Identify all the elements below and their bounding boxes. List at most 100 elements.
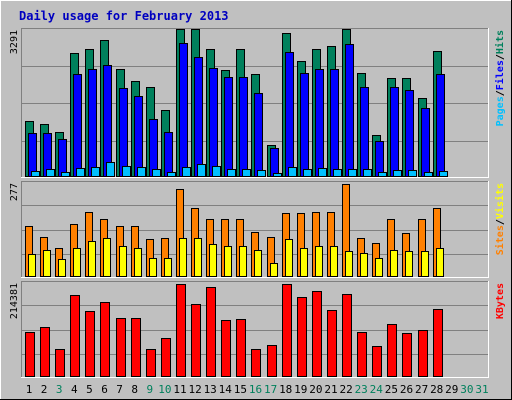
bar-visits-day-15 xyxy=(239,246,247,277)
legend-entry: Visits xyxy=(494,183,506,219)
x-tick-label: 23 xyxy=(355,383,368,396)
x-tick-label: 15 xyxy=(234,383,247,396)
bar-files-day-3 xyxy=(58,139,67,177)
bar-kbytes-day-15 xyxy=(236,319,246,377)
y-max-label: 214381 xyxy=(9,283,20,319)
bar-visits-day-2 xyxy=(43,250,51,277)
bar-files-day-25 xyxy=(390,87,399,177)
bar-pages-day-16 xyxy=(257,170,266,177)
bar-pages-day-14 xyxy=(227,169,236,177)
x-tick-label: 30 xyxy=(460,383,473,396)
bar-kbytes-day-25 xyxy=(387,324,397,377)
bar-visits-day-10 xyxy=(164,258,172,277)
legend-entry: Sites xyxy=(494,225,506,255)
bar-visits-day-6 xyxy=(103,238,111,277)
bar-visits-day-20 xyxy=(315,246,323,277)
bar-pages-day-19 xyxy=(303,169,312,177)
bar-pages-day-23 xyxy=(363,169,372,177)
bar-kbytes-day-10 xyxy=(161,338,171,377)
bar-visits-day-7 xyxy=(119,246,127,277)
bar-pages-day-24 xyxy=(378,172,387,177)
bar-pages-day-20 xyxy=(318,168,327,177)
bar-pages-day-12 xyxy=(197,164,206,177)
legend-visits-sites: Sites/Visits xyxy=(494,183,506,255)
bar-files-day-6 xyxy=(103,65,112,177)
bar-files-day-27 xyxy=(421,108,430,177)
bar-files-day-24 xyxy=(375,141,384,177)
bar-kbytes-day-8 xyxy=(131,318,141,377)
legend-entry: Pages xyxy=(495,96,506,126)
bar-pages-day-9 xyxy=(152,169,161,177)
bar-files-day-1 xyxy=(28,133,37,177)
legend-hits-files-pages: Pages/Files/Hits xyxy=(494,30,506,126)
x-tick-label: 24 xyxy=(370,383,384,396)
bar-files-day-22 xyxy=(345,44,354,177)
bar-visits-day-26 xyxy=(405,251,413,277)
chart-panels: 3291Pages/Files/Hits277Sites/Visits21438… xyxy=(9,28,506,378)
bar-pages-day-28 xyxy=(439,171,448,177)
x-tick-label: 18 xyxy=(279,383,292,396)
legend-entry: Files xyxy=(494,60,506,90)
bar-kbytes-day-14 xyxy=(221,320,231,377)
bar-files-day-13 xyxy=(209,68,218,177)
bar-visits-day-17 xyxy=(270,263,278,277)
bar-kbytes-day-13 xyxy=(206,287,216,377)
bar-files-day-17 xyxy=(270,148,279,177)
panel-kbytes: 214381 KBytes xyxy=(9,281,506,378)
x-tick-label: 27 xyxy=(415,383,428,396)
bar-files-day-20 xyxy=(315,69,324,177)
x-tick-label: 16 xyxy=(249,383,262,396)
x-tick-label: 17 xyxy=(264,383,277,396)
panel-visits-sites: 277 Sites/Visits xyxy=(9,181,506,278)
bar-files-day-8 xyxy=(134,96,143,177)
bar-pages-day-21 xyxy=(333,169,342,177)
bar-files-day-26 xyxy=(405,90,414,177)
bar-kbytes-day-4 xyxy=(70,295,80,377)
x-axis-labels: 1 2 3 4 5 6 7 8 9 10 11 12 13 14 15 16 17 18 19 20 21 22 23 24 2… xyxy=(26,383,489,396)
bar-files-day-14 xyxy=(224,77,233,177)
legend-entry: / xyxy=(495,219,506,225)
bar-pages-day-22 xyxy=(348,169,357,177)
bar-visits-day-25 xyxy=(390,250,398,277)
bar-kbytes-day-28 xyxy=(433,309,443,377)
bar-kbytes-day-2 xyxy=(40,327,50,377)
x-tick-label: 31 xyxy=(475,383,488,396)
x-tick-label: 21 xyxy=(324,383,337,396)
bar-visits-day-3 xyxy=(58,259,66,277)
bar-visits-day-13 xyxy=(209,244,217,277)
bar-pages-day-1 xyxy=(31,171,40,177)
bar-pages-day-6 xyxy=(106,162,115,177)
legend-entry: / xyxy=(495,90,506,96)
bar-visits-day-12 xyxy=(194,238,202,277)
x-tick-label: 11 xyxy=(173,383,186,396)
bar-kbytes-day-9 xyxy=(146,349,156,377)
bar-kbytes-day-3 xyxy=(55,349,65,377)
x-tick-label: 4 xyxy=(71,383,78,396)
y-max-label: 277 xyxy=(9,183,20,201)
bar-visits-day-23 xyxy=(360,253,368,277)
bar-files-day-7 xyxy=(119,88,128,177)
x-tick-label: 6 xyxy=(101,383,108,396)
bar-files-day-19 xyxy=(300,73,309,177)
bar-files-day-18 xyxy=(285,52,294,177)
bar-visits-day-9 xyxy=(149,258,157,277)
x-tick-label: 29 xyxy=(445,383,458,396)
bar-kbytes-day-22 xyxy=(342,294,352,377)
legend-entry: / xyxy=(495,54,506,60)
bar-pages-day-2 xyxy=(46,169,55,177)
x-tick-label: 19 xyxy=(294,383,307,396)
bar-files-day-16 xyxy=(254,93,263,177)
bar-visits-day-22 xyxy=(345,251,353,277)
bar-pages-day-8 xyxy=(137,167,146,177)
bar-kbytes-day-11 xyxy=(176,284,186,377)
bar-kbytes-day-23 xyxy=(357,332,367,377)
bar-files-day-4 xyxy=(73,74,82,177)
x-tick-label: 7 xyxy=(116,383,123,396)
bar-pages-day-25 xyxy=(393,170,402,177)
bar-kbytes-day-20 xyxy=(312,291,322,377)
bar-pages-day-5 xyxy=(91,167,100,177)
bar-kbytes-day-16 xyxy=(251,349,261,377)
bar-visits-day-4 xyxy=(73,248,81,277)
bar-kbytes-day-1 xyxy=(25,332,35,377)
